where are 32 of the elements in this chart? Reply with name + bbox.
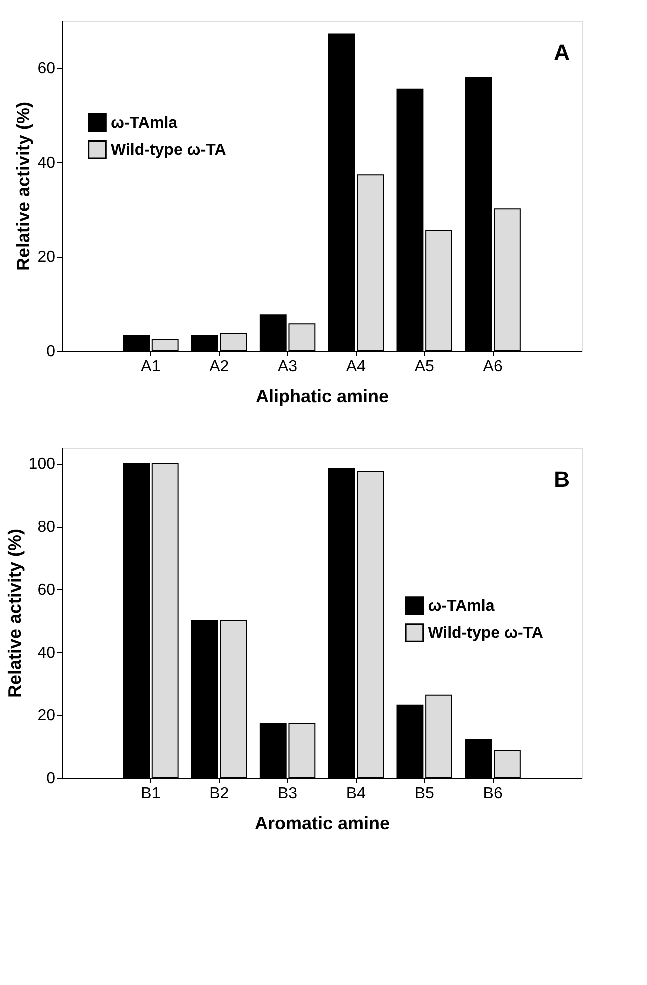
y-tick-label: 0 — [46, 344, 56, 360]
y-tick-label: 20 — [38, 708, 56, 725]
x-axis-title: Aliphatic amine — [256, 386, 390, 406]
x-tick-label: A5 — [414, 358, 435, 376]
x-tick-label: A2 — [210, 358, 230, 376]
x-tick-label: A4 — [346, 358, 366, 376]
y-axis-title: Relative activity (%) — [4, 528, 25, 698]
x-tick-label: A1 — [141, 358, 161, 376]
y-tick-label: 0 — [46, 770, 56, 788]
legend-label: ω-TAmla — [111, 114, 178, 132]
y-tick-label: 100 — [28, 456, 56, 474]
y-tick-label: 20 — [38, 249, 56, 266]
x-tick-label: B5 — [414, 786, 435, 802]
y-tick-label: 40 — [38, 154, 56, 172]
x-tick-label: A3 — [278, 358, 298, 376]
x-tick-label: B6 — [483, 786, 503, 802]
y-tick-label: 60 — [38, 582, 56, 599]
y-axis-title: Relative activity (%) — [14, 102, 34, 272]
y-tick-label: 40 — [38, 644, 56, 662]
legend-label: ω-TAmla — [428, 598, 495, 615]
annotation: A — [554, 40, 570, 65]
x-tick-label: B3 — [278, 786, 298, 802]
annotation: B — [554, 467, 570, 492]
y-tick-label: 80 — [38, 519, 56, 536]
x-tick-label: B2 — [210, 786, 230, 802]
legend-label: Wild-type ω-TA — [428, 625, 544, 642]
x-tick-label: B1 — [141, 786, 161, 802]
legend-label: Wild-type ω-TA — [111, 142, 227, 159]
x-tick-label: B4 — [346, 786, 366, 802]
x-tick-label: A6 — [483, 358, 503, 376]
y-tick-label: 60 — [38, 60, 56, 78]
x-axis-title: Aromatic amine — [254, 814, 390, 834]
